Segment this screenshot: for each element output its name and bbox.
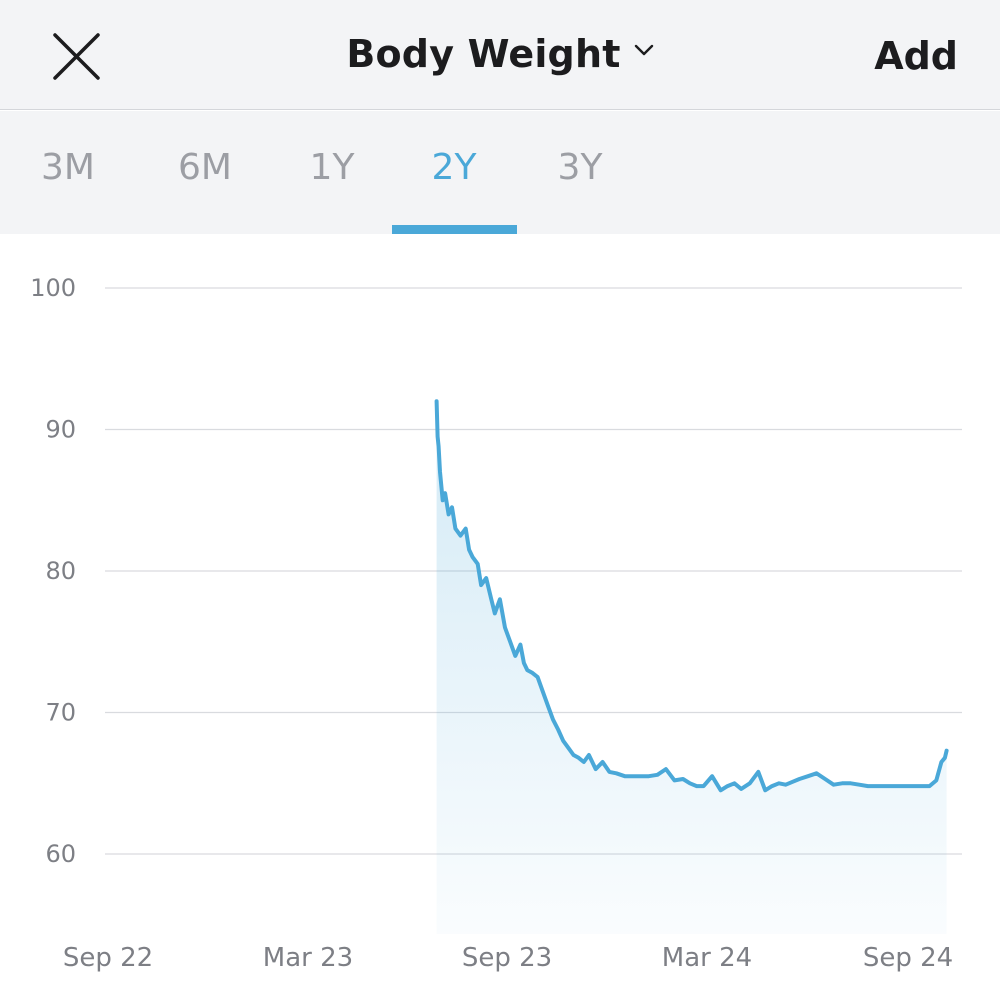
tab-1y[interactable]: 1Y (309, 147, 355, 188)
active-tab-indicator (392, 225, 517, 234)
chevron-down-icon (634, 44, 653, 56)
page-title: Body Weight (346, 32, 621, 76)
chart-canvas: 100 90 80 70 60 Sep 22 Mar 23 Sep 23 Mar 24 Sep 2… (30, 274, 962, 973)
add-button[interactable]: Add (874, 34, 958, 78)
y-tick-label: 100 (30, 274, 76, 302)
x-tick-label: Mar 24 (662, 943, 752, 973)
metric-selector[interactable]: Body Weight (0, 32, 1000, 76)
weight-chart[interactable]: 100 90 80 70 60 Sep 22 Mar 23 Sep 23 Mar 24 Sep 2… (0, 234, 1000, 1006)
tab-6m[interactable]: 6M (178, 147, 232, 188)
tab-2y[interactable]: 2Y (431, 147, 477, 188)
x-tick-label: Sep 24 (863, 943, 953, 973)
x-tick-label: Mar 23 (263, 943, 353, 973)
y-tick-label: 70 (45, 699, 76, 727)
y-tick-label: 90 (45, 416, 76, 444)
tab-3m[interactable]: 3M (41, 147, 95, 188)
tab-3y[interactable]: 3Y (557, 147, 603, 188)
x-tick-label: Sep 22 (63, 943, 153, 973)
top-bar: Body Weight Add (0, 0, 1000, 110)
series-line (434, 399, 949, 793)
y-tick-label: 80 (45, 557, 76, 585)
close-icon (53, 33, 100, 80)
y-tick-label: 60 (45, 840, 76, 868)
time-range-tabs: 3M 6M 1Y 2Y 3Y (0, 111, 1000, 234)
close-button[interactable] (50, 30, 104, 84)
series-area (436, 401, 947, 934)
x-tick-label: Sep 23 (462, 943, 552, 973)
